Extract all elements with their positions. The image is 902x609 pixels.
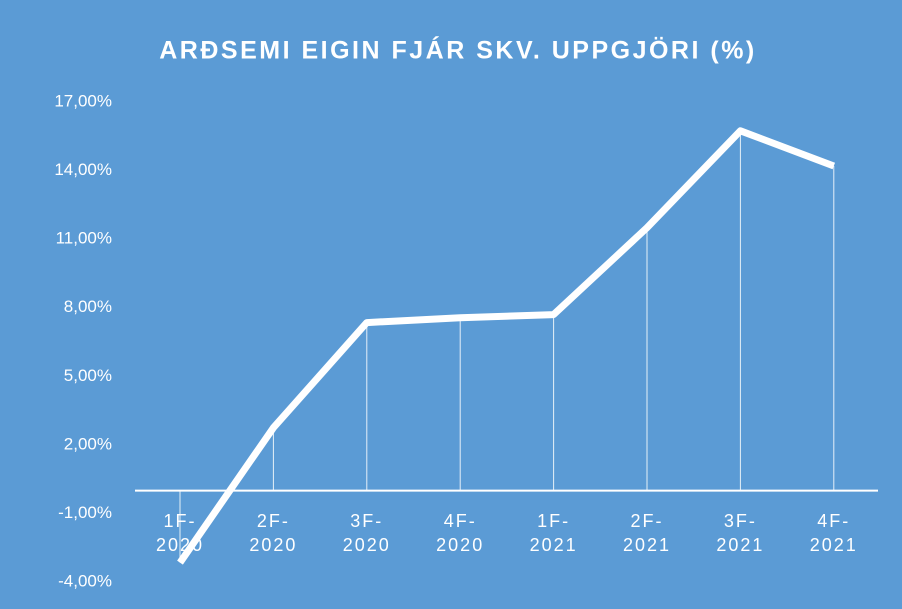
y-tick-label: 8,00% bbox=[64, 297, 112, 316]
x-tick-label: 4F-2020 bbox=[436, 510, 485, 555]
series-line bbox=[177, 127, 836, 565]
x-tick-label: 3F-2020 bbox=[342, 510, 391, 555]
y-tick-label: 17,00% bbox=[54, 91, 112, 110]
y-tick-label: -4,00% bbox=[58, 571, 112, 590]
x-tick-label: 2F-2020 bbox=[249, 510, 298, 555]
x-tick-label: 3F-2021 bbox=[716, 510, 765, 555]
y-tick-label: 14,00% bbox=[54, 160, 112, 179]
x-tick-label: 1F-2020 bbox=[155, 510, 205, 555]
y-tick-label: 11,00% bbox=[56, 229, 112, 248]
y-tick-label: -1,00% bbox=[58, 503, 112, 522]
chart-title: ARÐSEMI EIGIN FJÁR SKV. UPPGJÖRI (%) bbox=[159, 36, 757, 65]
y-tick-label: 2,00% bbox=[64, 434, 112, 453]
x-tick-label: 4F-2021 bbox=[809, 510, 858, 555]
x-tick-label: 1F-2021 bbox=[529, 510, 578, 555]
x-tick-label: 2F-2021 bbox=[622, 510, 672, 555]
y-tick-label: 5,00% bbox=[64, 366, 112, 385]
